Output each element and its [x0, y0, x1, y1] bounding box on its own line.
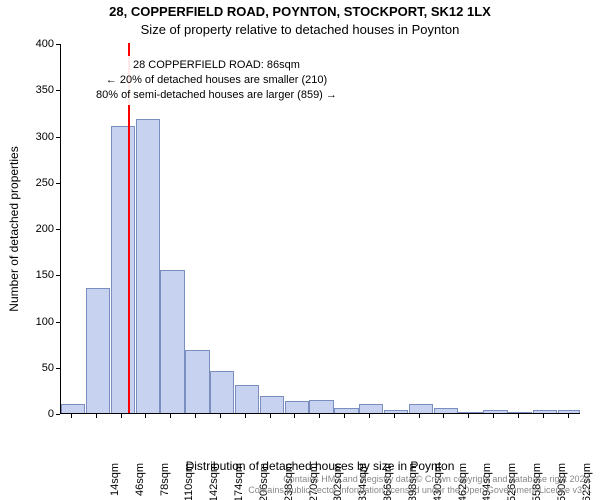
histogram-bar: [210, 371, 234, 413]
x-tick-mark: [543, 414, 544, 418]
histogram-bar: [235, 385, 259, 413]
histogram-bar: [409, 404, 433, 413]
histogram-bar: [260, 396, 284, 413]
histogram-bar: [185, 350, 209, 413]
y-tick-label: 150: [14, 269, 54, 281]
annotation-line1: 28 COPPERFIELD ROAD: 86sqm: [133, 59, 300, 71]
histogram-bar: [334, 408, 358, 413]
footer-line1: Contains HM Land Registry data © Crown c…: [283, 474, 592, 484]
annotation-box: 28 COPPERFIELD ROAD: 86sqm ← 20% of deta…: [92, 56, 341, 105]
x-tick-mark: [195, 414, 196, 418]
histogram-bar: [384, 410, 408, 413]
x-tick-mark: [369, 414, 370, 418]
x-tick-mark: [294, 414, 295, 418]
x-tick-mark: [121, 414, 122, 418]
histogram-bar: [86, 288, 110, 413]
histogram-bar: [309, 400, 333, 413]
x-axis-label: Distribution of detached houses by size …: [60, 459, 580, 473]
annotation-line2: ← 20% of detached houses are smaller (21…: [106, 74, 327, 86]
histogram-bar: [558, 410, 581, 413]
annotation-line3: 80% of semi-detached houses are larger (…: [96, 89, 337, 101]
x-tick-mark: [394, 414, 395, 418]
x-tick-mark: [220, 414, 221, 418]
chart-title-main: 28, COPPERFIELD ROAD, POYNTON, STOCKPORT…: [0, 4, 600, 19]
x-tick-mark: [71, 414, 72, 418]
histogram-bar: [508, 412, 532, 413]
x-tick-mark: [493, 414, 494, 418]
histogram-bar: [483, 410, 507, 413]
x-tick-mark: [319, 414, 320, 418]
footer-line2: Contains public sector information licen…: [248, 485, 592, 495]
y-tick-label: 0: [14, 408, 54, 420]
histogram-bar: [458, 412, 482, 413]
x-tick-mark: [145, 414, 146, 418]
y-tick-label: 50: [14, 362, 54, 374]
x-tick-mark: [568, 414, 569, 418]
x-tick-mark: [419, 414, 420, 418]
y-tick-label: 350: [14, 84, 54, 96]
y-tick-label: 100: [14, 316, 54, 328]
x-tick-mark: [170, 414, 171, 418]
x-tick-mark: [468, 414, 469, 418]
chart-container: 28, COPPERFIELD ROAD, POYNTON, STOCKPORT…: [0, 0, 600, 500]
histogram-bar: [359, 404, 383, 413]
histogram-bar: [434, 408, 458, 413]
y-tick-label: 400: [14, 38, 54, 50]
x-tick-mark: [96, 414, 97, 418]
y-tick-mark: [56, 414, 60, 415]
histogram-bar: [136, 119, 160, 413]
x-tick-mark: [245, 414, 246, 418]
x-tick-mark: [270, 414, 271, 418]
x-tick-mark: [344, 414, 345, 418]
y-tick-label: 200: [14, 223, 54, 235]
histogram-bar: [533, 410, 557, 413]
histogram-bar: [160, 270, 184, 413]
y-tick-label: 250: [14, 177, 54, 189]
x-tick-mark: [518, 414, 519, 418]
histogram-bar: [111, 126, 135, 413]
chart-title-sub: Size of property relative to detached ho…: [0, 22, 600, 37]
histogram-bar: [61, 404, 85, 413]
histogram-bar: [285, 401, 309, 413]
x-tick-mark: [443, 414, 444, 418]
footer-attribution: Contains HM Land Registry data © Crown c…: [248, 474, 592, 496]
y-tick-label: 300: [14, 131, 54, 143]
